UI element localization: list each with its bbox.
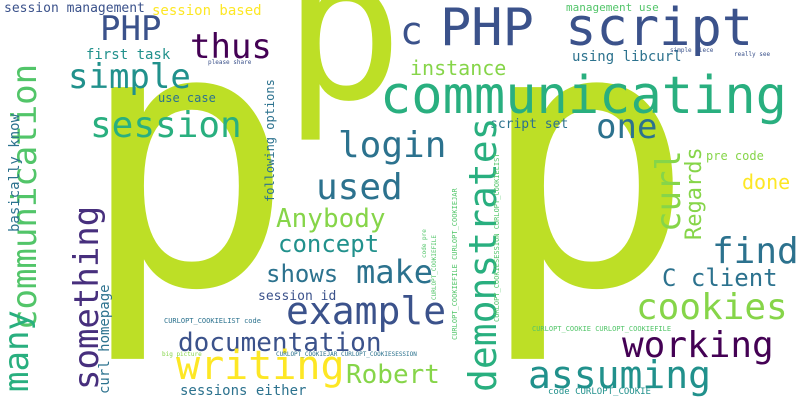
word-p-big-left: p <box>78 0 295 369</box>
word-curlopt-cookiefile: CURLOPT_COOKIEFILE <box>431 234 438 300</box>
word-simple-piece: simple piece <box>670 47 714 54</box>
word-session-based: session based <box>152 3 262 19</box>
word-curlopt-cookie-file: CURLOPT_COOKIE CURLOPT_COOKIEFILE <box>532 325 672 333</box>
word-anybody: Anybody <box>276 204 386 234</box>
word-first-task: first task <box>86 47 171 63</box>
word-p-big-right: p <box>478 0 695 369</box>
word-sessions-either: sessions either <box>180 383 307 399</box>
word-session: session <box>90 105 242 146</box>
word-session-management: session management <box>4 1 145 16</box>
word-make: make <box>356 253 434 291</box>
word-script-set: script set <box>490 117 569 132</box>
word-code-curlopt-cookie: code CURLOPT_COOKIE <box>548 387 651 397</box>
word-management-use: management use <box>566 1 659 14</box>
word-login: login <box>338 125 447 166</box>
word-code-pre: code pre <box>421 229 428 258</box>
word-instance: instance <box>410 56 507 80</box>
word-curlopt-cookiejar-session: CURLOPT_COOKIEJAR CURLOPT_COOKIESESSION <box>276 351 417 358</box>
word-find: find <box>712 231 799 272</box>
word-done: done <box>742 170 791 194</box>
word-pre-code: pre code <box>706 149 764 163</box>
word-cookies: cookies <box>636 287 788 328</box>
word-regards: Regards <box>682 147 707 240</box>
word-documentation: documentation <box>178 328 382 358</box>
word-curlopt-cookielist-code: CURLOPT_COOKIELIST code <box>164 317 261 325</box>
word-many: many <box>0 310 37 392</box>
word-session-id: session id <box>258 289 337 304</box>
word-concept: concept <box>278 230 380 258</box>
word-one: one <box>596 107 658 147</box>
word-php: PHP <box>100 9 162 49</box>
word-thus: thus <box>190 27 272 67</box>
word-use-case: use case <box>158 91 216 105</box>
word-shows: shows <box>266 260 339 288</box>
word-simple: simple <box>68 57 191 97</box>
word-p-top: p <box>283 0 404 146</box>
word-communicating: communicating <box>380 66 787 126</box>
word-basically-know: basically know <box>7 113 23 232</box>
word-cookiesession-list: CURLOPT_COOKIESESSION CURLOPT_COOKIELIST <box>493 153 501 322</box>
word-curl: curl <box>649 150 689 232</box>
word-writing: writing <box>176 343 345 389</box>
word-used: used <box>316 167 403 208</box>
word-really-see: really see <box>734 51 771 58</box>
word-using-libcurl: using libcurl <box>572 49 682 65</box>
word-curl-homepage: curl homepage <box>97 284 113 394</box>
word-following-options: following options <box>263 79 277 202</box>
word-robert: Robert <box>346 360 440 390</box>
word-big-picture: big picture <box>162 351 202 358</box>
word-example: example <box>286 289 447 333</box>
word-c-client: C client <box>662 264 778 292</box>
word-c: c <box>400 9 423 53</box>
word-working: working <box>622 325 774 366</box>
word-assuming: assuming <box>528 353 712 397</box>
word-php-script: PHP script <box>440 0 754 58</box>
word-please-share: please share <box>208 59 252 66</box>
word-cookiefile-jar: CURLOPT_COOKIEFILE CURLOPT_COOKIEJAR <box>451 188 459 340</box>
